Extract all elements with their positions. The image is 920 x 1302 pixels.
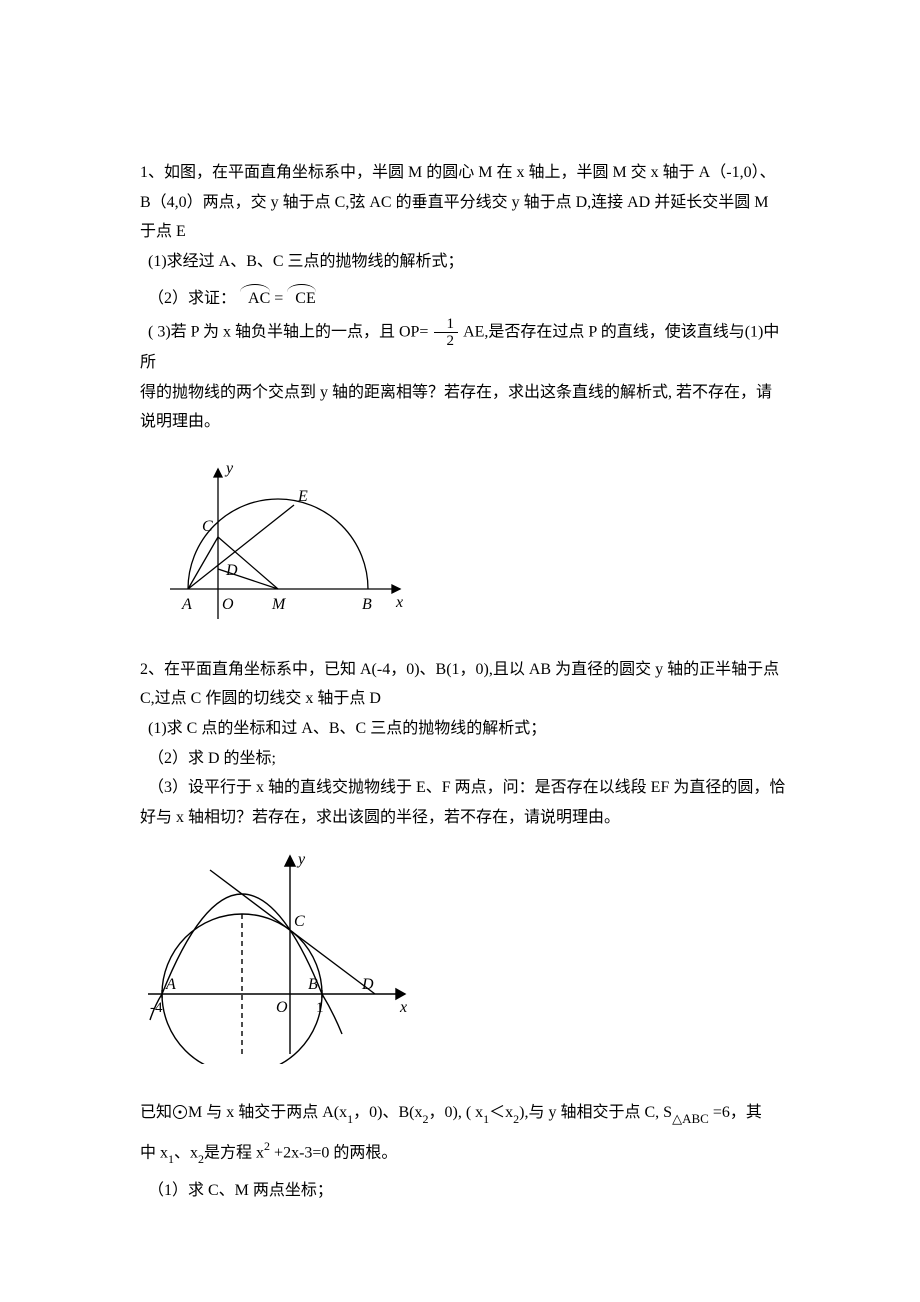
sub-2a: 2 [422,1112,428,1126]
label-C: C [202,518,213,535]
frac-num: 1 [434,316,458,334]
p1-q1: (1)求经过 A、B、C 三点的抛物线的解析式； [140,249,790,275]
p3-l1d: ，0), ( x [428,1104,483,1121]
sup-2: 2 [264,1139,270,1153]
sub-1b: 1 [483,1112,489,1126]
p2-q3b: 好与 x 轴相切？若存在，求出该圆的半径，若不存在，请说明理由。 [140,805,790,831]
p3-l1g: =6，其 [709,1104,762,1121]
p2-label-x: x [399,999,407,1016]
odot-icon [173,1105,187,1119]
arc-ac: AC [240,284,270,312]
p1-q3-l3: 说明理由。 [140,409,790,435]
p1-q2: （2）求证： AC = CE [140,284,790,312]
p2-q3a: （3）设平行于 x 轴的直线交抛物线于 E、F 两点，问：是否存在以线段 EF … [140,775,790,801]
label-D: D [225,562,238,579]
p3-l1e: ＜x [489,1104,513,1121]
p1-q3a: ( 3)若 P 为 x 轴负半轴上的一点，且 OP= [148,324,428,341]
p2-label-C: C [294,913,305,930]
sub-2c: 2 [198,1152,204,1166]
label-A: A [181,596,192,613]
p2-figure: y x A O B C D -4 1 [140,844,790,1064]
sub-1c: 1 [168,1152,174,1166]
frac-den: 2 [434,333,458,350]
p2-q1: (1)求 C 点的坐标和过 A、B、C 三点的抛物线的解析式； [140,716,790,742]
p2-label-B: B [308,976,318,993]
p2-label-A: A [165,976,176,993]
label-x: x [395,594,403,611]
p3-l2c: 是方程 x [204,1145,264,1162]
p2-l2: C,过点 C 作圆的切线交 x 轴于点 D [140,686,790,712]
p3-l2d: +2x-3=0 的两根。 [270,1145,397,1162]
p3-q1: （1）求 C、M 两点坐标； [140,1178,790,1204]
p1-q3-l2: 得的抛物线的两个交点到 y 轴的距离相等？若存在，求出这条直线的解析式, 若不存… [140,380,790,406]
p1-q2-eq: = [274,290,287,307]
p2-label-D: D [361,976,374,993]
p2-tick-m4: -4 [150,1000,163,1016]
label-E: E [297,488,308,505]
p1-svg: y x A O M B C D E [140,449,420,639]
p2-l1: 2、在平面直角坐标系中，已知 A(-4，0)、B(1，0),且以 AB 为直径的… [140,657,790,683]
p2-label-y: y [296,851,306,868]
p1-line2: B（4,0）两点，交 y 轴于点 C,弦 AC 的垂直平分线交 y 轴于点 D,… [140,190,790,216]
p3-l1a: 已知 [140,1104,172,1121]
sub-1a: 1 [347,1112,353,1126]
p2-tick-1: 1 [316,1000,324,1016]
p3-l1c: ，0)、B(x [353,1104,422,1121]
fraction-half: 1 2 [434,316,458,350]
p3-l2b: 、x [174,1145,198,1162]
p1-line3: 于点 E [140,219,790,245]
arc-ce: CE [287,284,315,312]
p3-l1f: ),与 y 轴相交于点 C, S [519,1104,672,1121]
p1-q3-l1: ( 3)若 P 为 x 轴负半轴上的一点，且 OP= 1 2 AE,是否存在过点… [140,316,790,376]
p2-q2: （2）求 D 的坐标; [140,746,790,772]
sub-tri: △ABC [672,1111,709,1126]
label-M: M [271,596,287,613]
p1-q2-pre: （2）求证： [148,290,236,307]
p3-l1b: M 与 x 轴交于两点 A(x [188,1104,347,1121]
p1-figure: y x A O M B C D E [140,449,790,639]
p2-svg: y x A O B C D -4 1 [140,844,420,1064]
p1-line1: 1、如图，在平面直角坐标系中，半圆 M 的圆心 M 在 x 轴上，半圆 M 交 … [140,160,790,186]
p2-label-O: O [276,999,288,1016]
p3-l2a: 中 x [140,1145,168,1162]
sub-2b: 2 [513,1112,519,1126]
label-B: B [362,596,372,613]
label-O: O [222,596,234,613]
p3-l1: 已知M 与 x 轴交于两点 A(x1，0)、B(x2，0), ( x1＜x2),… [140,1100,790,1128]
label-y: y [224,460,234,477]
p3-l2: 中 x1、x2是方程 x2 +2x-3=0 的两根。 [140,1138,790,1168]
